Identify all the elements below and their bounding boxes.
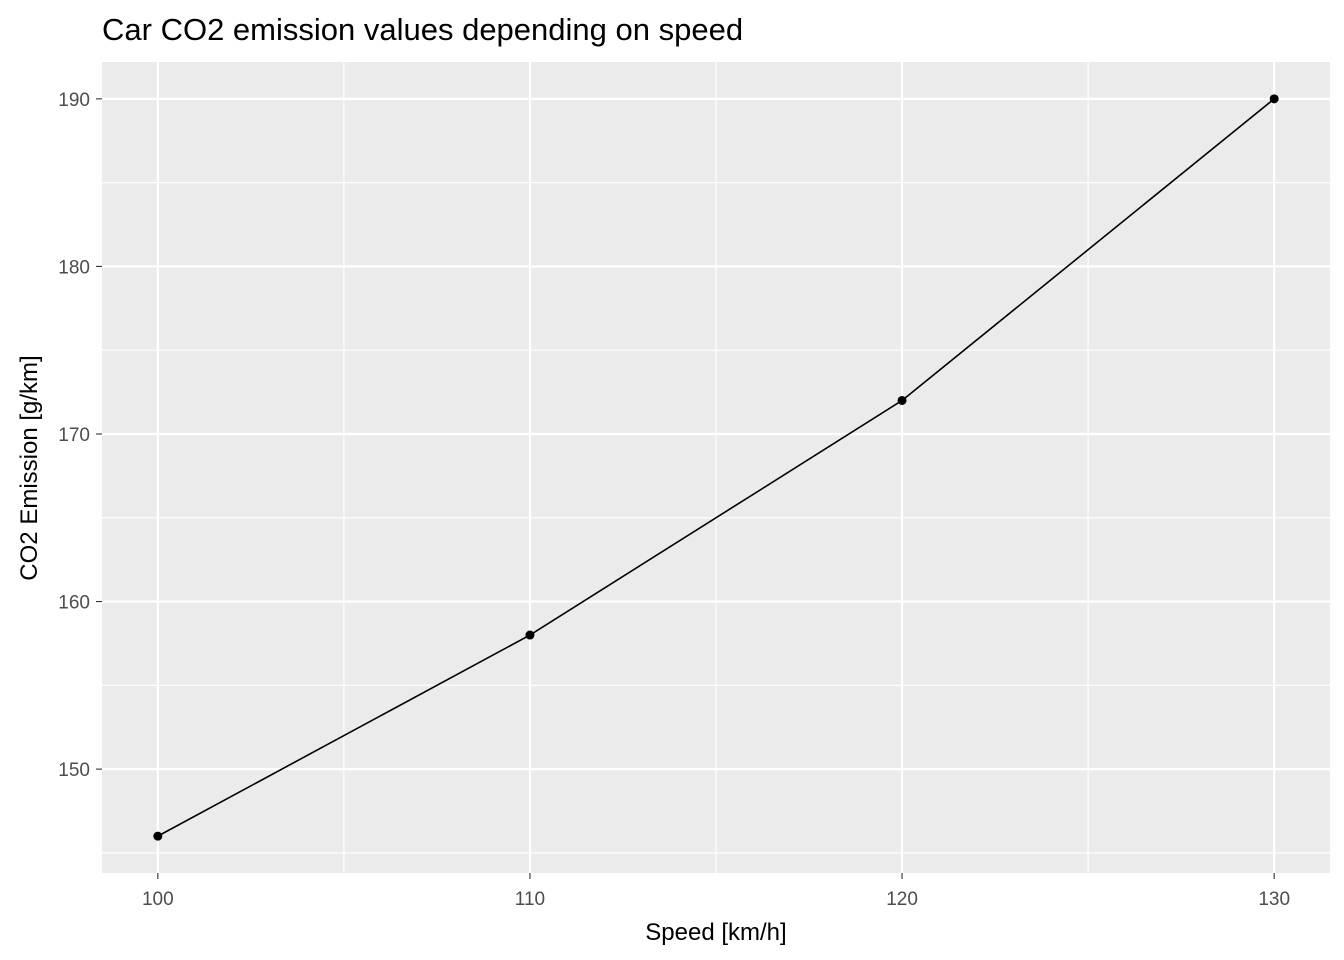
y-tick-label: 160: [58, 593, 90, 614]
data-point: [1269, 94, 1279, 104]
x-tick-label: 130: [1258, 889, 1290, 910]
series-layer: [153, 94, 1279, 841]
major-gridlines: [102, 62, 1330, 873]
y-tick-label: 150: [58, 760, 90, 781]
y-tick-label: 180: [58, 257, 90, 278]
x-tick-label: 110: [515, 889, 545, 910]
x-tick-label: 100: [142, 889, 174, 910]
x-tick-label: 120: [886, 889, 918, 910]
data-point: [153, 831, 163, 841]
y-tick-label: 170: [58, 425, 90, 446]
x-axis-title: Speed [km/h]: [645, 919, 786, 946]
chart-title: Car CO2 emission values depending on spe…: [102, 12, 743, 47]
data-point: [525, 630, 535, 640]
series-line: [157, 98, 1275, 837]
data-point: [897, 395, 907, 405]
y-axis-ticks: 150 160 170 180 190: [58, 90, 102, 781]
x-axis-ticks: 100 110 120 130: [142, 873, 1290, 910]
y-tick-label: 190: [58, 90, 90, 111]
y-axis-title: CO2 Emission [g/km]: [16, 355, 43, 580]
